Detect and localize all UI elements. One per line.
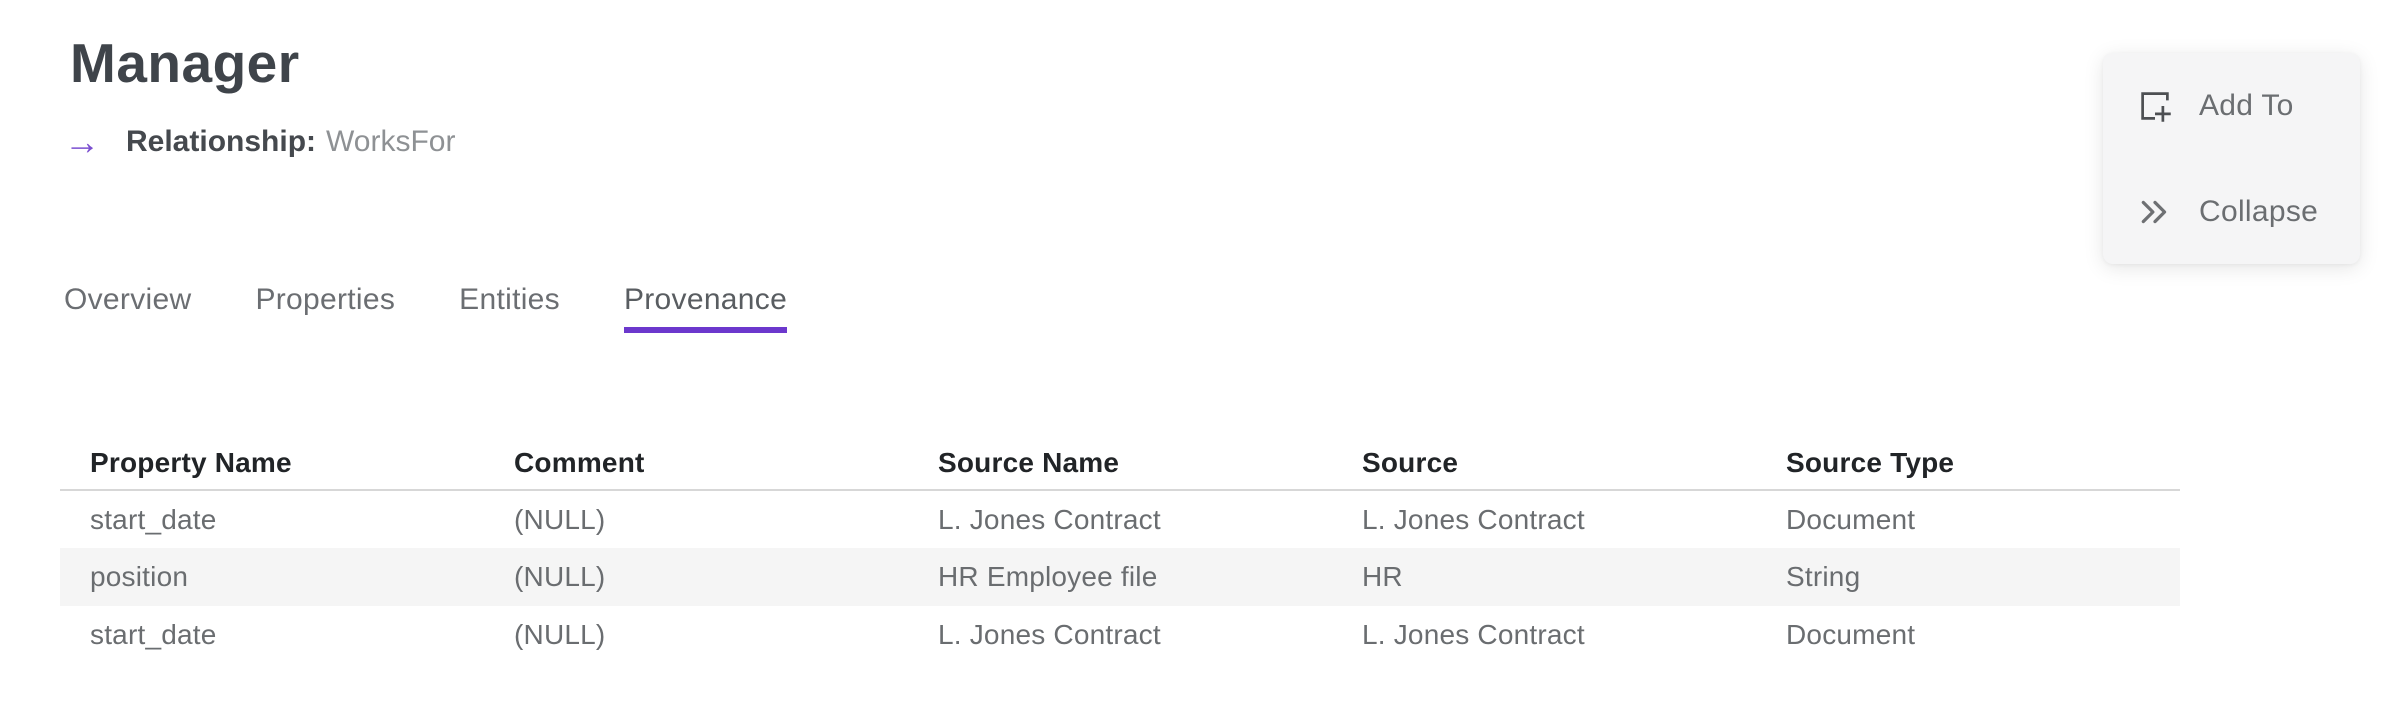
tab-overview[interactable]: Overview	[64, 283, 192, 316]
tab-provenance[interactable]: Provenance	[623, 282, 788, 333]
cell-property-name: position	[90, 561, 189, 592]
tab-bar: Overview Properties Entities Provenance	[64, 282, 2400, 333]
relationship-arrow-icon: →	[64, 121, 100, 162]
cell-source: L. Jones Contract	[1362, 503, 1585, 535]
column-header-source: Source	[1332, 436, 1756, 491]
cell-source-name: L. Jones Contract	[938, 619, 1161, 650]
cell-comment: (NULL)	[514, 619, 606, 650]
relationship-label: Relationship:	[126, 125, 317, 158]
provenance-table: Property Name Comment Source Name Source…	[60, 436, 2180, 664]
cell-comment: (NULL)	[514, 503, 606, 535]
add-to-label: Add To	[2199, 89, 2294, 122]
table-header-row: Property Name Comment Source Name Source…	[60, 436, 2180, 491]
collapse-label: Collapse	[2199, 195, 2319, 228]
add-to-icon	[2135, 86, 2175, 126]
collapse-icon	[2135, 192, 2175, 232]
cell-source-type: Document	[1786, 503, 1916, 535]
cell-comment: (NULL)	[514, 561, 606, 592]
cell-source: HR	[1362, 561, 1403, 592]
table-row[interactable]: position (NULL) HR Employee file HR Stri…	[60, 548, 2180, 606]
table-row[interactable]: start_date (NULL) L. Jones Contract L. J…	[60, 490, 2180, 548]
cell-source-name: L. Jones Contract	[938, 503, 1161, 535]
column-header-property-name: Property Name	[60, 436, 484, 491]
cell-property-name: start_date	[90, 619, 217, 650]
relationship-line: → Relationship: WorksFor	[64, 122, 2400, 162]
cell-property-name: start_date	[90, 503, 217, 535]
actions-panel: Add To Collapse	[2103, 53, 2360, 264]
add-to-button[interactable]: Add To	[2135, 82, 2360, 130]
tab-entities[interactable]: Entities	[459, 283, 560, 316]
cell-source-type: String	[1786, 561, 1861, 592]
tab-properties[interactable]: Properties	[255, 283, 396, 316]
table-row[interactable]: start_date (NULL) L. Jones Contract L. J…	[60, 606, 2180, 664]
column-header-source-type: Source Type	[1756, 436, 2180, 491]
cell-source-name: HR Employee file	[938, 561, 1158, 592]
page-title: Manager	[70, 32, 300, 94]
cell-source-type: Document	[1786, 619, 1916, 650]
column-header-comment: Comment	[484, 436, 908, 491]
collapse-button[interactable]: Collapse	[2135, 188, 2360, 236]
cell-source: L. Jones Contract	[1362, 619, 1585, 650]
column-header-source-name: Source Name	[908, 436, 1332, 491]
relationship-value: WorksFor	[326, 125, 456, 158]
